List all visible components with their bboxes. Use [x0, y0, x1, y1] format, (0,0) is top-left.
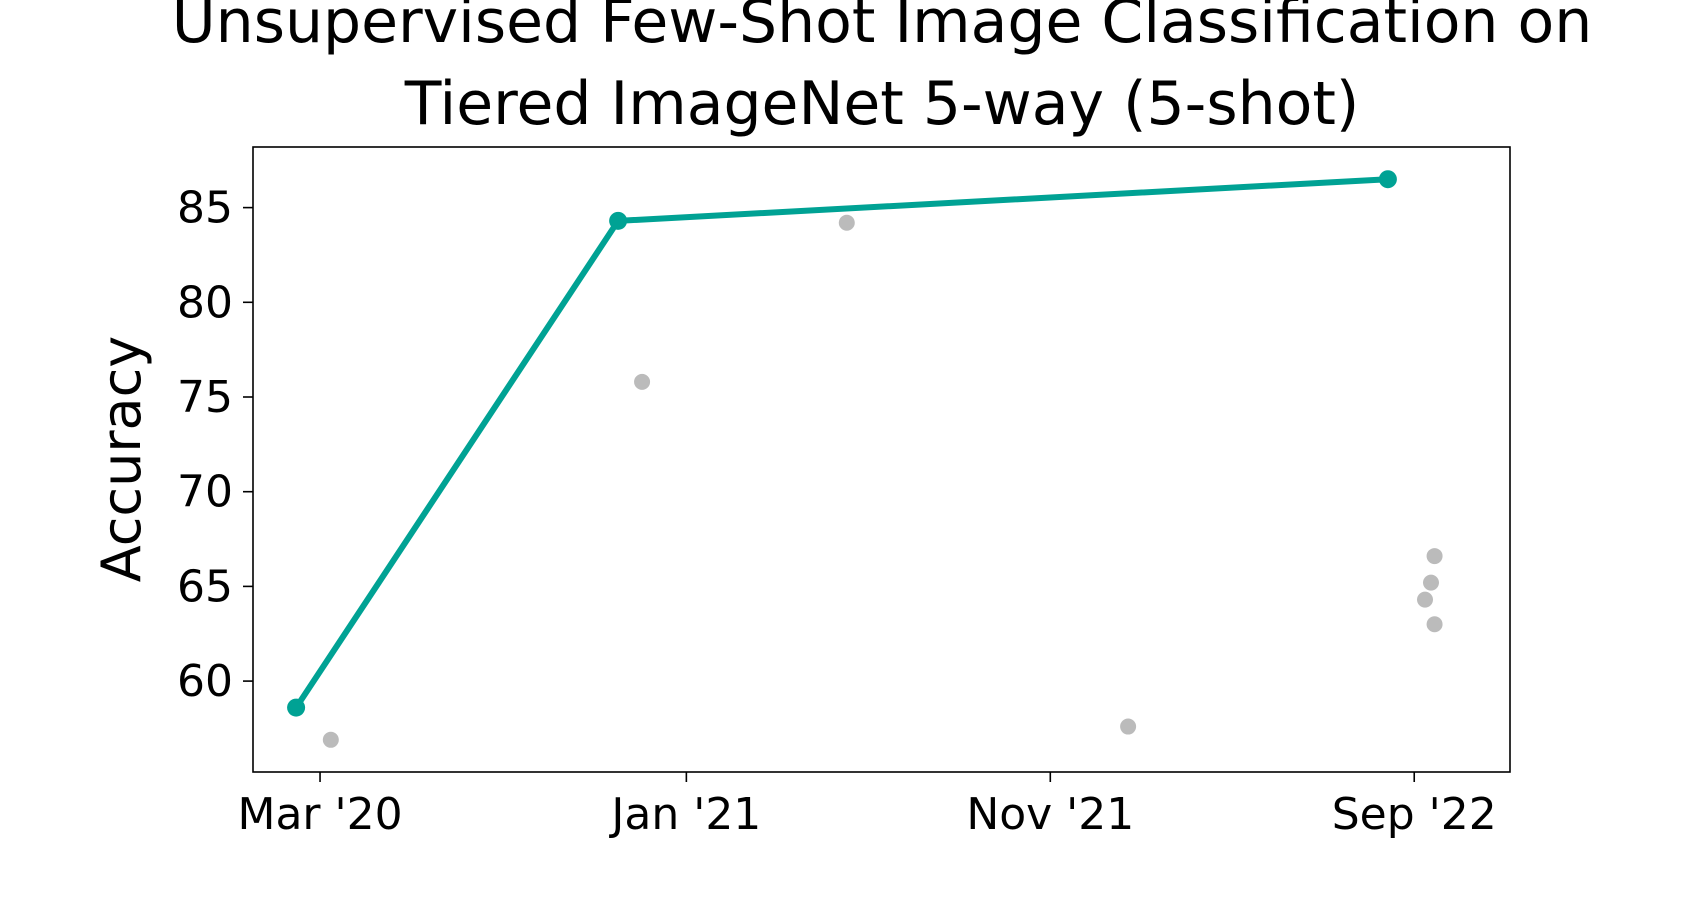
y-tick-label: 70 [177, 467, 233, 518]
x-tick-label: Mar '20 [237, 789, 402, 840]
x-tick-label: Sep '22 [1332, 789, 1497, 840]
other-point [1426, 548, 1443, 565]
series-layer [287, 170, 1443, 748]
y-tick-label: 75 [177, 372, 233, 423]
other-point [1426, 616, 1443, 633]
chart-title-line-2: Tiered ImageNet 5-way (5-shot) [404, 69, 1360, 139]
sota-point [287, 698, 306, 717]
sota-point [609, 211, 628, 230]
other-point [634, 373, 651, 390]
y-tick-label: 60 [177, 656, 233, 707]
y-axis-label: Accuracy [90, 336, 153, 583]
x-tick-label: Nov '21 [966, 789, 1134, 840]
y-tick-label: 65 [177, 561, 233, 612]
plot-area [252, 146, 1511, 773]
axis-ticks: Mar '20 Jan '21 Nov '21 Sep '22 60 65 70 75 80 85 [177, 183, 1497, 840]
chart-title-line-1: Unsupervised Few-Shot Image Classificati… [172, 0, 1593, 57]
y-tick-label: 80 [177, 277, 233, 328]
y-tick-label: 85 [177, 183, 233, 234]
other-point [1120, 718, 1137, 735]
other-point [322, 731, 339, 748]
other-point [838, 214, 855, 231]
x-tick-label: Jan '21 [608, 789, 761, 840]
other-point [1422, 574, 1439, 591]
chart-title: Unsupervised Few-Shot Image Classificati… [172, 0, 1593, 139]
sota-line [293, 176, 1391, 711]
sota-point [1378, 170, 1397, 189]
other-point [1417, 591, 1434, 608]
